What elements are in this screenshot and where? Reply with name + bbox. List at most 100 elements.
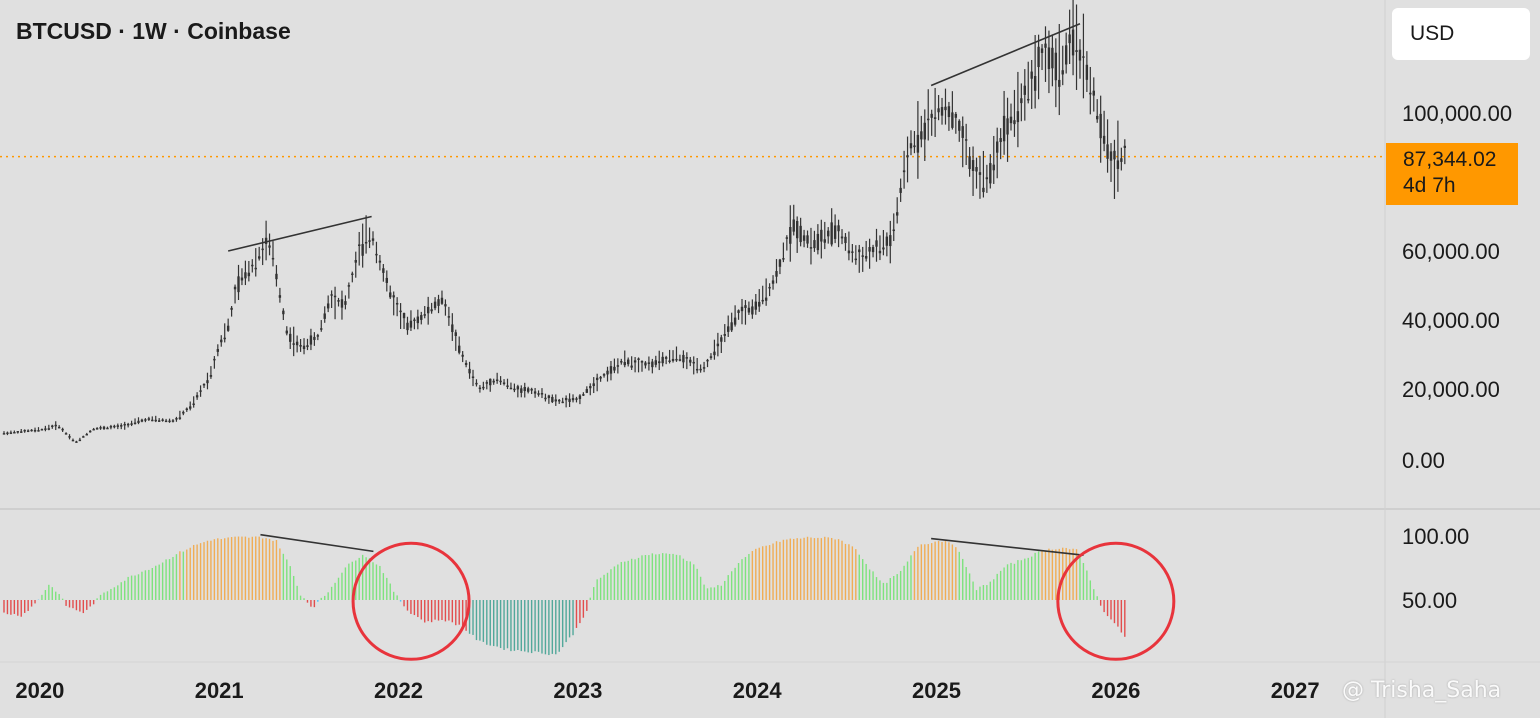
price-candle: [426, 296, 430, 325]
candle-body: [554, 399, 557, 402]
price-candle: [668, 349, 671, 364]
candle-body: [406, 322, 409, 331]
candle-body: [461, 354, 464, 357]
price-candle: [523, 382, 526, 398]
candle-body: [468, 368, 471, 374]
candle-body: [578, 395, 582, 400]
price-candle: [389, 285, 392, 299]
price-candle: [695, 357, 699, 374]
candle-body: [416, 316, 420, 324]
candle-body: [409, 320, 413, 328]
price-candle: [316, 333, 320, 341]
price-candle: [864, 240, 868, 262]
price-candle: [247, 260, 251, 282]
candle-body: [285, 330, 288, 334]
candle-body: [816, 233, 820, 251]
price-candle: [478, 385, 482, 393]
candle-body: [571, 398, 575, 401]
candle-body: [26, 430, 30, 432]
price-candle: [958, 119, 961, 142]
price-candle: [599, 375, 602, 382]
candle-body: [1061, 70, 1064, 75]
candle-body: [551, 396, 554, 403]
candle-body: [9, 432, 13, 434]
price-candle: [789, 205, 792, 262]
price-candle: [251, 259, 254, 273]
price-candle: [716, 332, 720, 357]
price-candle: [126, 422, 130, 428]
candle-body: [658, 361, 661, 364]
candle-body: [268, 245, 271, 248]
price-candle: [754, 293, 758, 315]
price-candle: [106, 426, 109, 430]
price-candle: [685, 352, 689, 370]
candle-body: [640, 361, 644, 363]
candle-body: [564, 397, 568, 401]
price-candle: [447, 306, 451, 326]
price-candle: [1116, 120, 1120, 192]
candle-body: [282, 310, 285, 315]
price-candle: [361, 223, 364, 268]
candle-body: [575, 398, 578, 400]
price-candle: [513, 383, 516, 393]
price-candle: [444, 299, 447, 316]
price-candle: [1054, 38, 1058, 108]
price-candle: [13, 430, 16, 434]
candle-body: [951, 112, 954, 128]
candle-body: [661, 356, 664, 364]
currency-selector[interactable]: USD: [1392, 8, 1530, 60]
candle-body: [775, 271, 778, 277]
price-candle: [182, 410, 185, 416]
price-candle: [989, 154, 992, 189]
candle-body: [13, 432, 16, 434]
candle-body: [1068, 34, 1071, 44]
candle-body: [130, 423, 133, 425]
candle-body: [1078, 49, 1082, 61]
candle-body: [678, 359, 682, 361]
candle-body: [482, 386, 485, 389]
candle-body: [547, 395, 551, 399]
price-candle: [1106, 119, 1109, 173]
price-candle: [133, 418, 137, 425]
price-candle: [458, 336, 461, 355]
price-candle: [564, 395, 568, 408]
candle-body: [671, 358, 675, 361]
candle-body: [1023, 85, 1026, 95]
candle-body: [1096, 115, 1099, 120]
price-candle: [326, 295, 330, 313]
oscillator-tick-label: 50.00: [1402, 588, 1457, 613]
price-candle: [1123, 139, 1127, 165]
price-candle: [637, 357, 640, 373]
candle-body: [464, 362, 468, 365]
candle-body: [602, 374, 606, 376]
candle-body: [802, 235, 806, 241]
highlight-circle: [351, 541, 471, 661]
price-candle: [689, 356, 692, 367]
price-tick-label: 0.00: [1402, 448, 1445, 473]
price-candle: [78, 437, 82, 442]
candle-body: [978, 172, 982, 175]
candle-body: [651, 361, 654, 368]
price-candle: [451, 313, 454, 341]
price-candle: [44, 425, 47, 432]
candle-body: [668, 360, 671, 362]
price-candle: [257, 246, 261, 261]
price-candle: [761, 285, 764, 305]
price-candle: [154, 415, 157, 423]
price-candle: [123, 421, 126, 430]
price-candle: [768, 283, 771, 297]
candle-body: [1064, 45, 1068, 65]
price-candle: [875, 228, 878, 262]
price-candle: [268, 233, 271, 256]
price-candle: [744, 300, 747, 325]
candle-body: [1106, 144, 1109, 159]
candle-body: [371, 238, 375, 241]
price-candle: [575, 396, 578, 403]
candle-body: [447, 316, 451, 318]
price-candle: [95, 427, 99, 430]
price-candle: [385, 270, 388, 292]
price-candle: [92, 427, 95, 431]
price-candle: [658, 350, 661, 371]
candle-body: [1085, 64, 1089, 80]
